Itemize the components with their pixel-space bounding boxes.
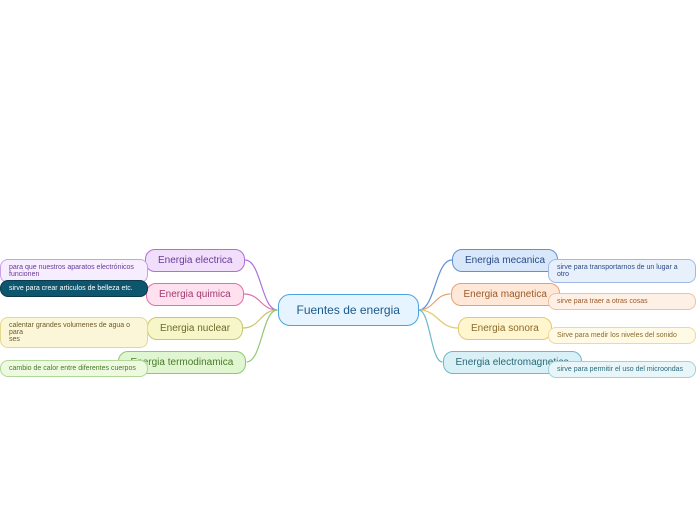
branch-quimica: Energia quimica xyxy=(146,283,244,306)
branch-magnetica: Energia magnetica xyxy=(451,283,560,306)
branch-electrica: Energia electrica xyxy=(145,249,245,272)
leaf-sonora: Sirve para medir los niveles del sonido xyxy=(548,327,696,344)
leaf-quimica: sirve para crear articulos de belleza et… xyxy=(0,280,148,297)
leaf-electromagnetica: sirve para permitir el uso del microonda… xyxy=(548,361,696,378)
leaf-magnetica: sirve para traer a otras cosas xyxy=(548,293,696,310)
center-node: Fuentes de energia xyxy=(278,294,419,326)
branch-sonora: Energia sonora xyxy=(458,317,552,340)
leaf-termodinamica: cambio de calor entre diferentes cuerpos xyxy=(0,360,148,377)
leaf-nuclear: calentar grandes volumenes de agua o par… xyxy=(0,317,148,348)
leaf-mecanica: sirve para transportarnos de un lugar a … xyxy=(548,259,696,283)
branch-mecanica: Energia mecanica xyxy=(452,249,558,272)
branch-nuclear: Energia nuclear xyxy=(147,317,243,340)
